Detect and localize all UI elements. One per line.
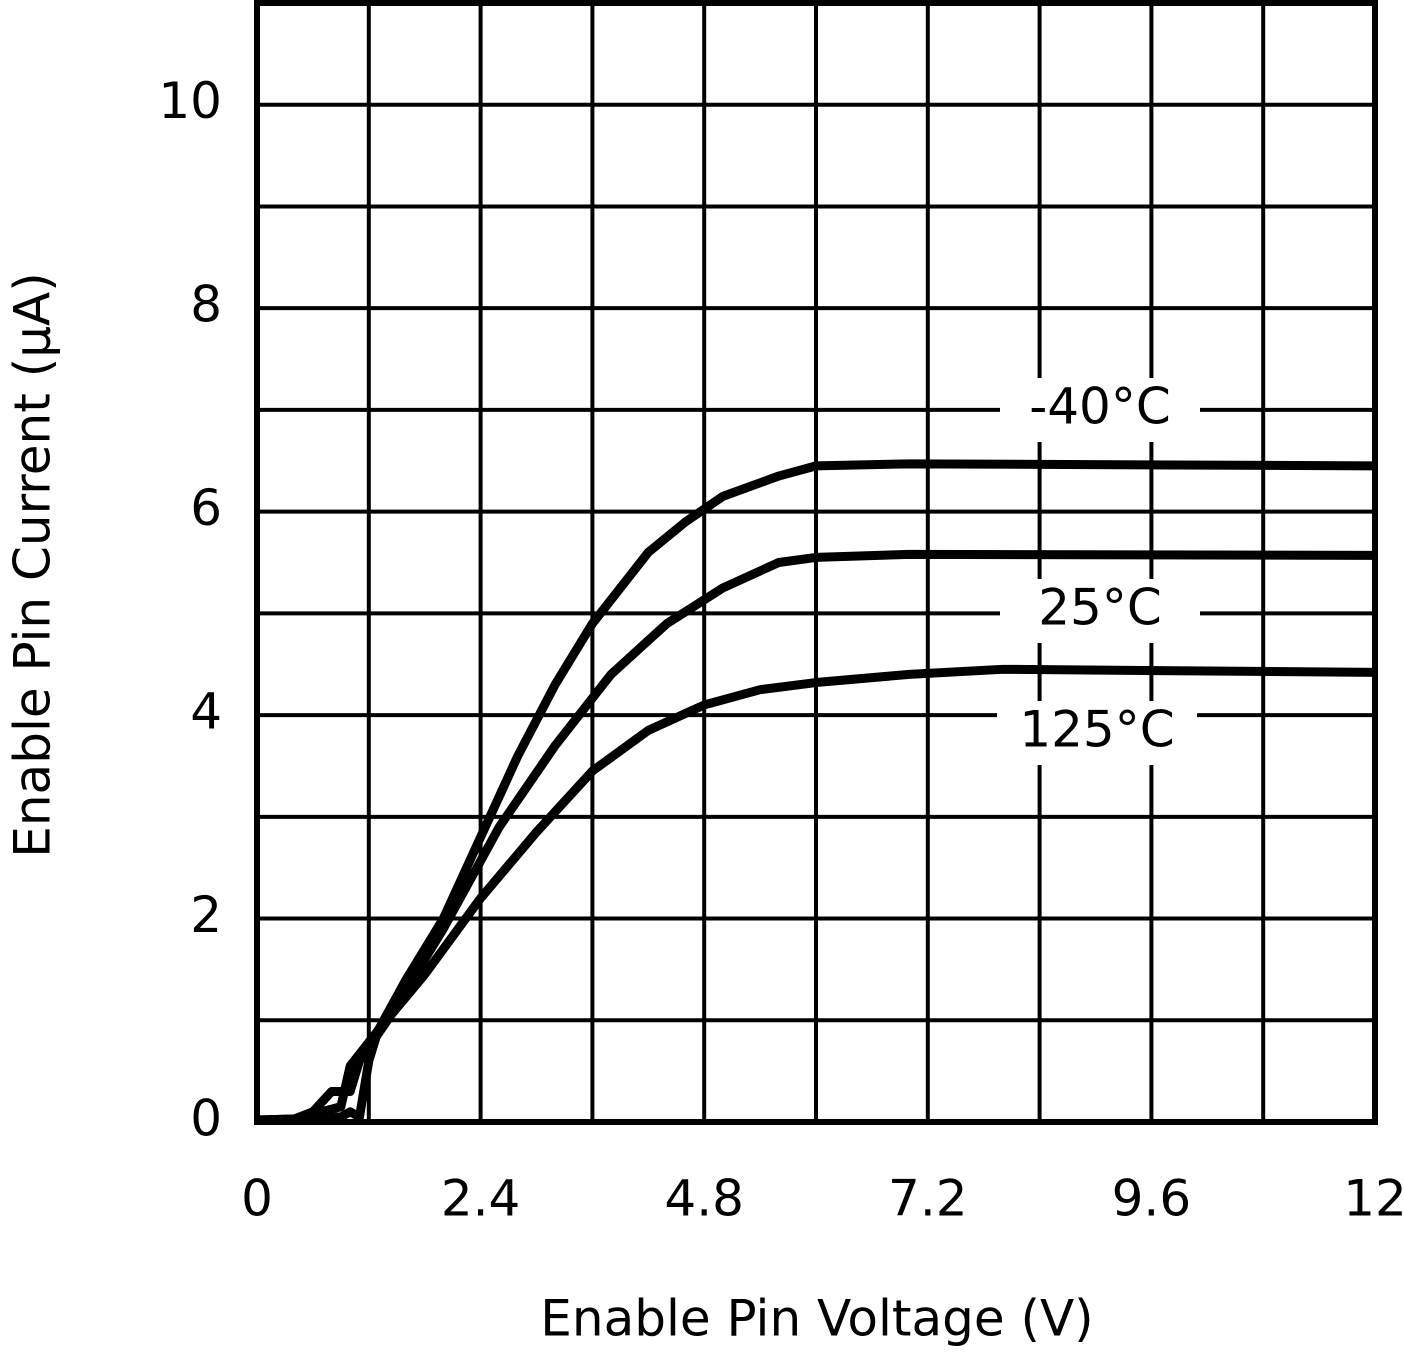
line — [256, 549, 1376, 1125]
y-tick-label: 10 — [158, 72, 222, 130]
x-tick-label: 9.6 — [1112, 1170, 1192, 1228]
series-label: 25°C — [1038, 579, 1162, 637]
y-tick-label: 8 — [190, 276, 222, 334]
y-tick-label: 4 — [190, 683, 222, 741]
x-tick-label: 12 — [1343, 1170, 1404, 1228]
label-background — [1000, 378, 1200, 442]
x-tick-label: 4.8 — [664, 1170, 744, 1228]
x-tick-label: 7.2 — [888, 1170, 968, 1228]
y-tick-label: 6 — [190, 479, 222, 537]
x-tick-label: 2.4 — [441, 1170, 521, 1228]
line — [256, 664, 1376, 1125]
series-label: -40°C — [1029, 378, 1171, 436]
x-axis-label: Enable Pin Voltage (V) — [540, 1290, 1093, 1348]
y-axis-label: Enable Pin Current (µA) — [4, 272, 62, 857]
x-tick-label: 0 — [241, 1170, 273, 1228]
line — [257, 459, 1376, 1125]
y-tick-label: 0 — [190, 1090, 222, 1148]
y-tick-label: 2 — [190, 886, 222, 944]
plot-border — [254, 0, 1378, 1125]
label-background — [1000, 579, 1200, 643]
series-label: 125°C — [1019, 701, 1174, 759]
label-background — [997, 701, 1197, 765]
